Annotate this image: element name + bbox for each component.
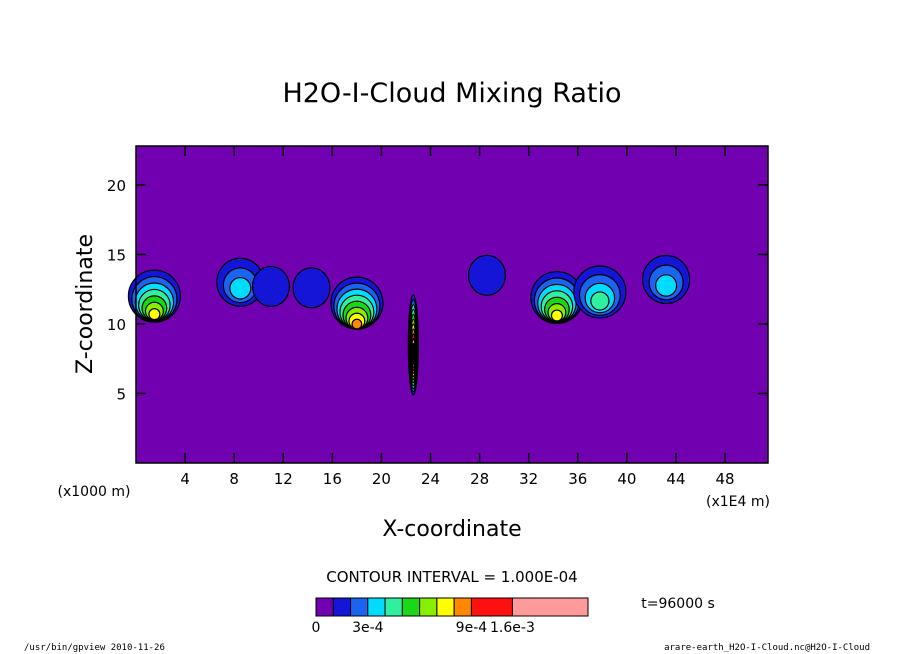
x-tick-label: 28 <box>470 470 489 488</box>
colorbar-tick-labels: 0 3e-4 9e-4 1.6e-3 <box>312 620 535 636</box>
contour-band <box>590 291 610 311</box>
x-tick-label: 44 <box>666 470 685 488</box>
x-tick-label: 8 <box>229 470 239 488</box>
footer-left: /usr/bin/gpview 2010-11-26 <box>24 643 165 653</box>
chart-title: H2O-I-Cloud Mixing Ratio <box>282 78 621 109</box>
x-tick-label: 16 <box>323 470 342 488</box>
x-tick-label: 40 <box>617 470 636 488</box>
colorbar-tick-label: 1.6e-3 <box>490 620 535 636</box>
cloud-cell <box>330 276 384 330</box>
cloud-cell <box>292 267 331 309</box>
colorbar-box <box>401 597 421 617</box>
colorbar-box <box>419 597 438 617</box>
colorbar-box <box>350 597 369 617</box>
y-axis-unit: (x1000 m) <box>58 484 131 500</box>
contour-band <box>251 265 291 308</box>
contour-band <box>655 274 678 297</box>
y-tick-label: 20 <box>107 177 126 195</box>
colorbar-boxes <box>315 597 589 617</box>
y-axis-label: Z-coordinate <box>73 234 98 374</box>
colorbar-box <box>511 597 589 617</box>
y-axis-ticks: 5 10 15 20 <box>107 177 768 403</box>
contour-interval-text: CONTOUR INTERVAL = 1.000E-04 <box>326 568 577 586</box>
contour-band <box>351 318 363 330</box>
cloud-cell <box>573 265 627 319</box>
x-axis-unit: (x1E4 m) <box>706 494 770 510</box>
contour-band <box>411 342 416 365</box>
contour-band <box>467 254 507 296</box>
plot-frame <box>135 145 769 464</box>
colorbar-tick-label: 0 <box>312 620 321 636</box>
cloud-cell <box>407 294 419 396</box>
footer-right: arare-earth_H2O-I-Cloud.nc@H2O-I-Cloud <box>664 643 870 653</box>
y-tick-label: 10 <box>107 316 126 334</box>
x-tick-label: 36 <box>568 470 587 488</box>
colorbar-box <box>367 597 386 617</box>
x-tick-label: 48 <box>716 470 735 488</box>
contour-band <box>229 276 252 300</box>
x-axis-ticks: 4 8 12 16 20 24 28 32 36 40 44 48 <box>180 146 735 488</box>
colorbar-box <box>332 597 352 617</box>
x-tick-label: 12 <box>274 470 293 488</box>
colorbar-box <box>436 597 455 617</box>
time-label: t=96000 s <box>641 596 715 612</box>
colorbar-tick-label: 3e-4 <box>352 620 384 636</box>
contour-band <box>148 308 161 321</box>
contour-band <box>292 267 331 309</box>
cloud-cell <box>530 270 584 325</box>
cloud-cell <box>127 269 182 323</box>
cloud-cell <box>642 254 691 305</box>
y-tick-label: 15 <box>107 246 126 264</box>
cloud-cell <box>216 257 265 307</box>
colorbar-tick-label: 9e-4 <box>456 620 488 636</box>
colorbar: 0 3e-4 9e-4 1.6e-3 <box>312 597 589 636</box>
x-tick-label: 32 <box>519 470 538 488</box>
colorbar-box <box>470 597 513 617</box>
colorbar-box <box>315 597 334 617</box>
x-tick-label: 4 <box>180 470 190 488</box>
cloud-cell <box>467 254 507 296</box>
contour-band <box>550 309 563 322</box>
y-tick-label: 5 <box>116 385 126 403</box>
colorbar-box <box>384 597 403 617</box>
x-tick-label: 24 <box>421 470 440 488</box>
x-axis-label: X-coordinate <box>382 517 521 542</box>
x-tick-label: 20 <box>372 470 391 488</box>
colorbar-box <box>453 597 472 617</box>
cloud-contours <box>127 254 691 396</box>
cloud-cell <box>251 265 291 308</box>
